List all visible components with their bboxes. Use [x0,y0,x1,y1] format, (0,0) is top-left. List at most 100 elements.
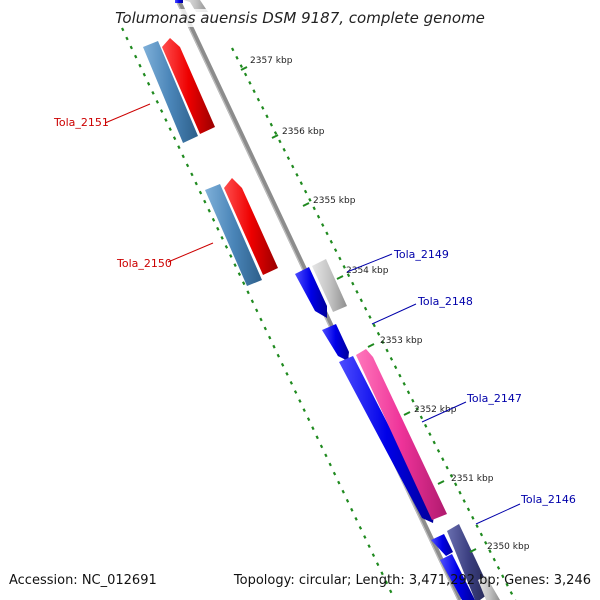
kbp-tick-2350: 2350 kbp [469,542,530,553]
gene-arrow-tola-2149-blue[interactable] [295,267,327,318]
gene-arrow-tola-2146-blue-b[interactable] [440,554,475,600]
gc-dot [285,372,289,376]
gc-dot [237,272,242,276]
gc-dot [276,353,280,358]
gc-dot [181,154,185,159]
gc-dot [298,399,302,403]
gc-dot [308,198,312,202]
gc-dot [278,139,282,144]
gc-dot [380,571,384,576]
gc-dot [265,114,269,119]
genome-stats-text: Topology: circular; Length: 3,471,292 bp… [233,573,591,588]
gc-dot [419,415,424,420]
kbp-label: 2350 kbp [487,542,530,552]
gc-dot [172,136,177,141]
gene-label-tola-2147[interactable]: Tola_2147 [466,392,522,405]
gc-dot [261,106,265,110]
gene-arrow-tola-2151-red[interactable] [162,38,215,134]
gc-dot [302,408,306,412]
gc-dot [484,541,488,545]
gc-dot [155,100,159,104]
leader-line-tola-2148 [371,303,417,325]
gc-dot [229,254,233,258]
gc-dot [458,490,462,495]
gene-arrow-tola-2146-grey[interactable] [478,576,500,600]
gene-label-tola-2148[interactable]: Tola_2148 [417,295,473,308]
gc-dot [242,281,246,286]
gc-dot-track-outer [231,47,517,600]
gc-dot [441,457,445,462]
gene-arrow-tola-2151-steel[interactable] [143,41,198,143]
gc-dot [329,239,333,244]
gc-dot [177,145,181,150]
gc-dot [492,557,496,562]
kbp-tick-2353: 2353 kbp [367,336,423,348]
gc-dot [151,91,155,95]
gc-dot [207,208,211,213]
gc-dot [243,72,248,77]
gc-dot-track-inner [121,27,393,594]
gc-dot [168,127,172,131]
gc-dot [295,173,299,177]
gene-arrow-tola-2150-steel[interactable] [205,184,262,286]
gc-dot [134,54,138,59]
gene-label-tola-2149[interactable]: Tola_2149 [393,248,449,261]
gc-dot [269,122,273,127]
kbp-label: 2357 kbp [250,56,293,66]
gc-dot [246,290,250,295]
kbp-tick-2354: 2354 kbp [336,266,389,280]
gene-arrow-tola-2146-blue-a[interactable] [431,534,453,556]
kbp-tick-2352: 2352 kbp [403,405,457,416]
gc-dot [198,190,203,195]
leader-line-tola-2151 [104,103,151,124]
gene-arrow-tola-2147-pink[interactable] [356,349,447,520]
gc-dot [372,323,376,328]
gc-dot [303,189,308,194]
gc-dot [428,432,432,436]
leader-line-tola-2147 [421,401,467,423]
gc-dot [231,47,235,52]
gc-dot [384,580,389,585]
gc-dot [125,36,129,41]
gc-dot [291,164,295,169]
gc-dot [381,340,385,344]
gc-dot [233,263,237,267]
gc-dot [341,489,345,494]
gc-dot [432,440,436,445]
gc-dot [454,482,458,487]
gc-dot [286,156,291,160]
gc-dot [268,335,272,340]
gc-dot [363,535,367,539]
genome-title: Tolumonas auensis DSM 9187, complete gen… [0,9,600,27]
gc-dot [376,562,380,567]
gc-dot [376,331,381,336]
gc-dot [368,315,372,319]
gene-arrow-tola-2148[interactable] [322,324,349,361]
gc-dot [475,524,479,528]
gc-dot [350,507,354,512]
gene-label-tola-2150[interactable]: Tola_2150 [116,257,172,270]
gc-dot [319,444,324,449]
gc-dot [159,109,164,113]
gc-dot [342,265,346,269]
gc-dot [333,248,338,252]
gene-arrow-partial-top-1 [175,0,183,3]
kbp-tick-2355: 2355 kbp [302,196,356,207]
gc-dot [351,281,355,286]
gc-dot [315,435,319,440]
gc-dot [346,273,351,278]
gene-arrow-tola-2147-blue[interactable] [339,356,434,523]
kbp-tick-2351: 2351 kbp [437,474,494,485]
gene-arrow-tola-2149-grey[interactable] [312,259,347,312]
gc-dot [328,462,332,467]
gc-dot [389,357,394,361]
gc-dot [289,381,293,385]
gc-dot [449,474,454,478]
gene-label-tola-2151[interactable]: Tola_2151 [53,116,109,129]
gene-label-tola-2146[interactable]: Tola_2146 [520,493,576,506]
leader-line-tola-2150 [167,242,214,263]
gc-dot [164,118,168,122]
gc-dot [501,574,505,579]
gene-arrow-tola-2150-red[interactable] [224,178,278,275]
